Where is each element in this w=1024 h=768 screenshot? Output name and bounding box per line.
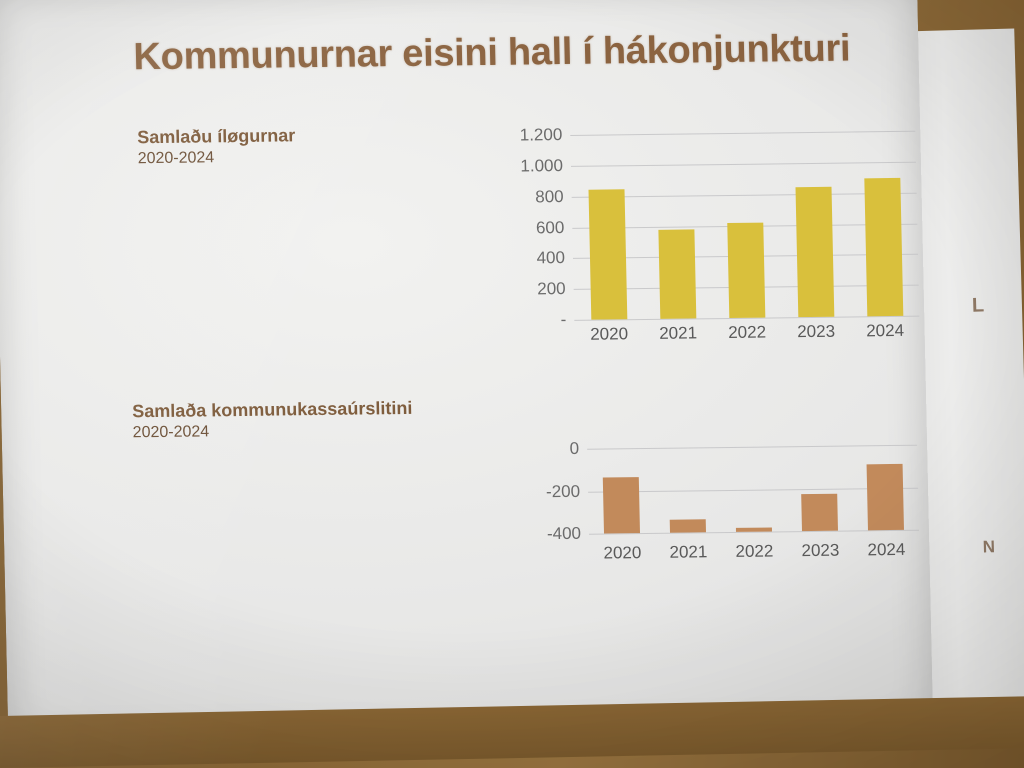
y-tick-label: 1.200 [519, 125, 563, 145]
bar-2020 [602, 476, 641, 534]
x-tick-label: 2020 [603, 543, 642, 563]
bar-slot [777, 132, 850, 318]
side-text-fragment-bottom: N [982, 537, 996, 557]
bar-slot [570, 134, 643, 320]
top-chart-caption-line2: 2020-2024 [137, 148, 215, 167]
x-tick-label: 2021 [659, 323, 698, 343]
bottom-chart-caption-line2: 2020-2024 [132, 422, 210, 441]
bar-2023 [801, 493, 838, 532]
bar-2021 [669, 519, 706, 533]
bar-slot [639, 133, 712, 319]
x-tick-label: 2023 [801, 540, 840, 561]
x-tick-label: 2024 [867, 539, 906, 560]
municipal-result-bar-chart: 0 -200 -400 2020 2021 2022 2023 2024 [546, 439, 920, 563]
bottom-chart-plot-area [587, 444, 920, 535]
x-tick-label: 2022 [735, 541, 774, 561]
bar-slot [851, 445, 919, 531]
bottom-chart-y-axis: 0 -200 -400 [517, 439, 589, 543]
y-tick-label: 1.000 [520, 155, 564, 176]
investments-bar-chart: 1.200 1.000 800 600 400 200 - 2020 2021 2022 2023… [520, 125, 920, 344]
y-tick-label: 400 [536, 248, 566, 268]
side-text-fragment-top: L [971, 294, 985, 317]
top-chart-caption-line1: Samlaðu íløgurnar [137, 125, 296, 148]
bar-2022 [735, 527, 772, 532]
y-tick-label: 0 [569, 438, 580, 458]
bar-2024 [863, 177, 903, 317]
bar-slot [785, 446, 853, 532]
bar-2020 [587, 189, 627, 320]
bar-slot [653, 447, 721, 533]
x-tick-label: 2023 [797, 321, 836, 342]
x-tick-label: 2022 [728, 322, 767, 343]
bar-slot [587, 448, 655, 534]
y-tick-label: 200 [537, 279, 566, 299]
projection-screen: Kommunurnar eisini hall í hákonjunkturi … [0, 0, 934, 745]
bar-slot [708, 132, 781, 319]
bar-slot [719, 446, 787, 532]
x-tick-label: 2020 [590, 324, 629, 344]
bottom-chart-x-axis: 2020 2021 2022 2023 2024 [589, 540, 919, 564]
top-chart-x-axis: 2020 2021 2022 2023 2024 [574, 321, 919, 345]
top-chart-plot-area [570, 130, 920, 321]
top-chart-y-axis: 1.200 1.000 800 600 400 200 - [500, 125, 574, 329]
bottom-chart-bars [587, 445, 919, 534]
y-tick-label: -400 [546, 523, 582, 544]
top-chart-caption: Samlaðu íløgurnar 2020-2024 [137, 124, 296, 169]
bar-slot [846, 131, 919, 317]
x-tick-label: 2024 [866, 320, 905, 341]
y-tick-label: -200 [545, 481, 581, 501]
bar-2024 [866, 464, 904, 531]
y-tick-label: 800 [535, 186, 564, 207]
top-chart-bars [570, 131, 919, 320]
y-tick-label: - [560, 309, 567, 330]
bar-2023 [794, 186, 834, 318]
slide-title: Kommunurnar eisini hall í hákonjunkturi [133, 27, 851, 79]
bar-2022 [726, 222, 765, 319]
bottom-chart-caption: Samlaða kommunukassaúrslitini 2020-2024 [132, 397, 413, 444]
presentation-slide: Kommunurnar eisini hall í hákonjunkturi … [132, 27, 920, 563]
y-tick-label: 600 [535, 217, 565, 237]
bottom-chart-caption-line1: Samlaða kommunukassaúrslitini [132, 397, 413, 422]
x-tick-label: 2021 [669, 542, 708, 562]
bar-2021 [657, 229, 696, 319]
